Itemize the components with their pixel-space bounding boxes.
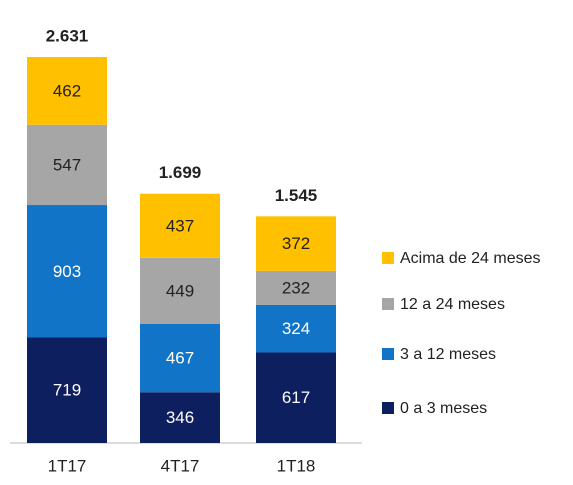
bar-segment (140, 392, 220, 443)
data-label: 232 (282, 278, 310, 297)
bar-segment (27, 57, 107, 125)
legend-swatch (382, 298, 394, 310)
data-label: 467 (166, 348, 194, 367)
bar-segment (27, 124, 107, 206)
legend-swatch (382, 252, 394, 264)
x-tick-label: 4T17 (161, 456, 200, 475)
data-label: 903 (53, 262, 81, 281)
legend-label: 0 a 3 meses (400, 400, 487, 417)
bar-segment (256, 270, 336, 305)
data-label: 719 (53, 381, 81, 400)
data-label: 437 (166, 216, 194, 235)
legend-label: 3 a 12 meses (400, 346, 496, 363)
legend-label: 12 a 24 meses (400, 296, 505, 313)
data-label: 372 (282, 234, 310, 253)
bar-segment (256, 352, 336, 443)
bar-segment (140, 257, 220, 324)
legend-swatch (382, 348, 394, 360)
total-label: 2.631 (46, 26, 89, 45)
total-label: 1.545 (275, 186, 318, 205)
bar-segment (256, 216, 336, 271)
total-label: 1.699 (159, 163, 202, 182)
data-label: 449 (166, 281, 194, 300)
bar-segment (27, 205, 107, 338)
bar-segment (256, 304, 336, 353)
bar-segment (140, 193, 220, 258)
data-label: 462 (53, 81, 81, 100)
x-tick-label: 1T18 (277, 456, 316, 475)
bar-segment (140, 323, 220, 393)
legend-swatch (382, 402, 394, 414)
bar-segment (27, 337, 107, 443)
legend-label: Acima de 24 meses (400, 250, 541, 267)
data-label: 346 (166, 408, 194, 427)
x-tick-label: 1T17 (48, 456, 87, 475)
data-label: 324 (282, 319, 310, 338)
data-label: 547 (53, 155, 81, 174)
data-label: 617 (282, 388, 310, 407)
